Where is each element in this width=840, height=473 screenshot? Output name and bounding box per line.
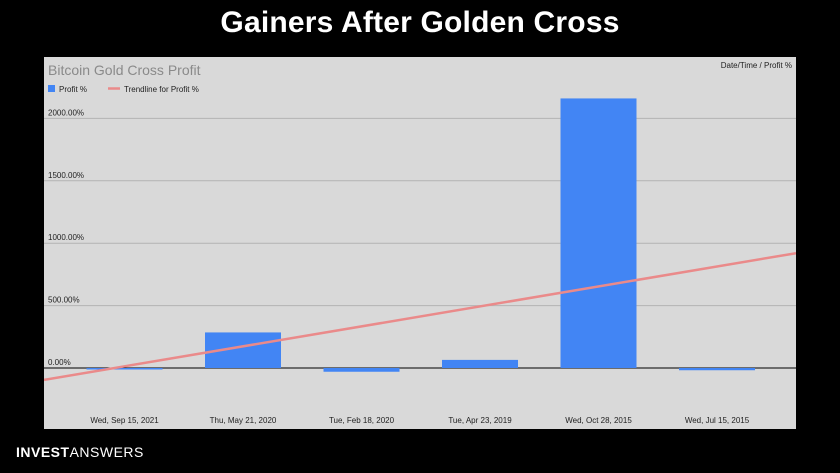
bar-chart: 0.00% 500.00% 1000.00% 1500.00% 2000.00% Wed,… <box>44 61 796 425</box>
x-tick-label: Wed, Sep 15, 2021 <box>90 416 159 425</box>
y-tick-label: 1000.00% <box>48 233 84 242</box>
x-tick-label: Tue, Feb 18, 2020 <box>329 416 395 425</box>
y-tick-label: 0.00% <box>48 358 71 367</box>
brand-logo-bold: INVEST <box>16 444 70 460</box>
y-tick-label: 2000.00% <box>48 108 84 117</box>
chart-panel: 0.00% 500.00% 1000.00% 1500.00% 2000.00% Wed,… <box>44 57 796 429</box>
axis-labels: 0.00% 500.00% 1000.00% 1500.00% 2000.00% Wed,… <box>48 108 750 425</box>
brand-logo-light: ANSWERS <box>69 444 144 460</box>
bar <box>86 368 163 370</box>
legend: Profit % Trendline for Profit % <box>48 85 199 94</box>
bar <box>560 98 637 368</box>
x-tick-label: Wed, Jul 15, 2015 <box>685 416 750 425</box>
slide-title: Gainers After Golden Cross <box>220 6 620 39</box>
legend-label-profit: Profit % <box>59 85 87 94</box>
legend-swatch-profit <box>48 85 55 92</box>
x-tick-label: Tue, Apr 23, 2019 <box>448 416 512 425</box>
y-tick-label: 500.00% <box>48 296 80 305</box>
x-tick-label: Thu, May 21, 2020 <box>210 416 277 425</box>
brand-logo: INVESTANSWERS <box>16 444 144 460</box>
grid-lines <box>44 117 796 369</box>
corner-label: Date/Time / Profit % <box>721 61 792 70</box>
trendline-layer <box>44 251 796 382</box>
y-tick-label: 1500.00% <box>48 171 84 180</box>
legend-label-trendline: Trendline for Profit % <box>124 85 199 94</box>
chart-title: Bitcoin Gold Cross Profit <box>48 62 201 78</box>
bar <box>323 368 400 372</box>
x-tick-label: Wed, Oct 28, 2015 <box>565 416 632 425</box>
trendline <box>44 251 796 382</box>
bar <box>442 359 518 368</box>
bars <box>86 98 755 372</box>
bar <box>679 368 755 371</box>
